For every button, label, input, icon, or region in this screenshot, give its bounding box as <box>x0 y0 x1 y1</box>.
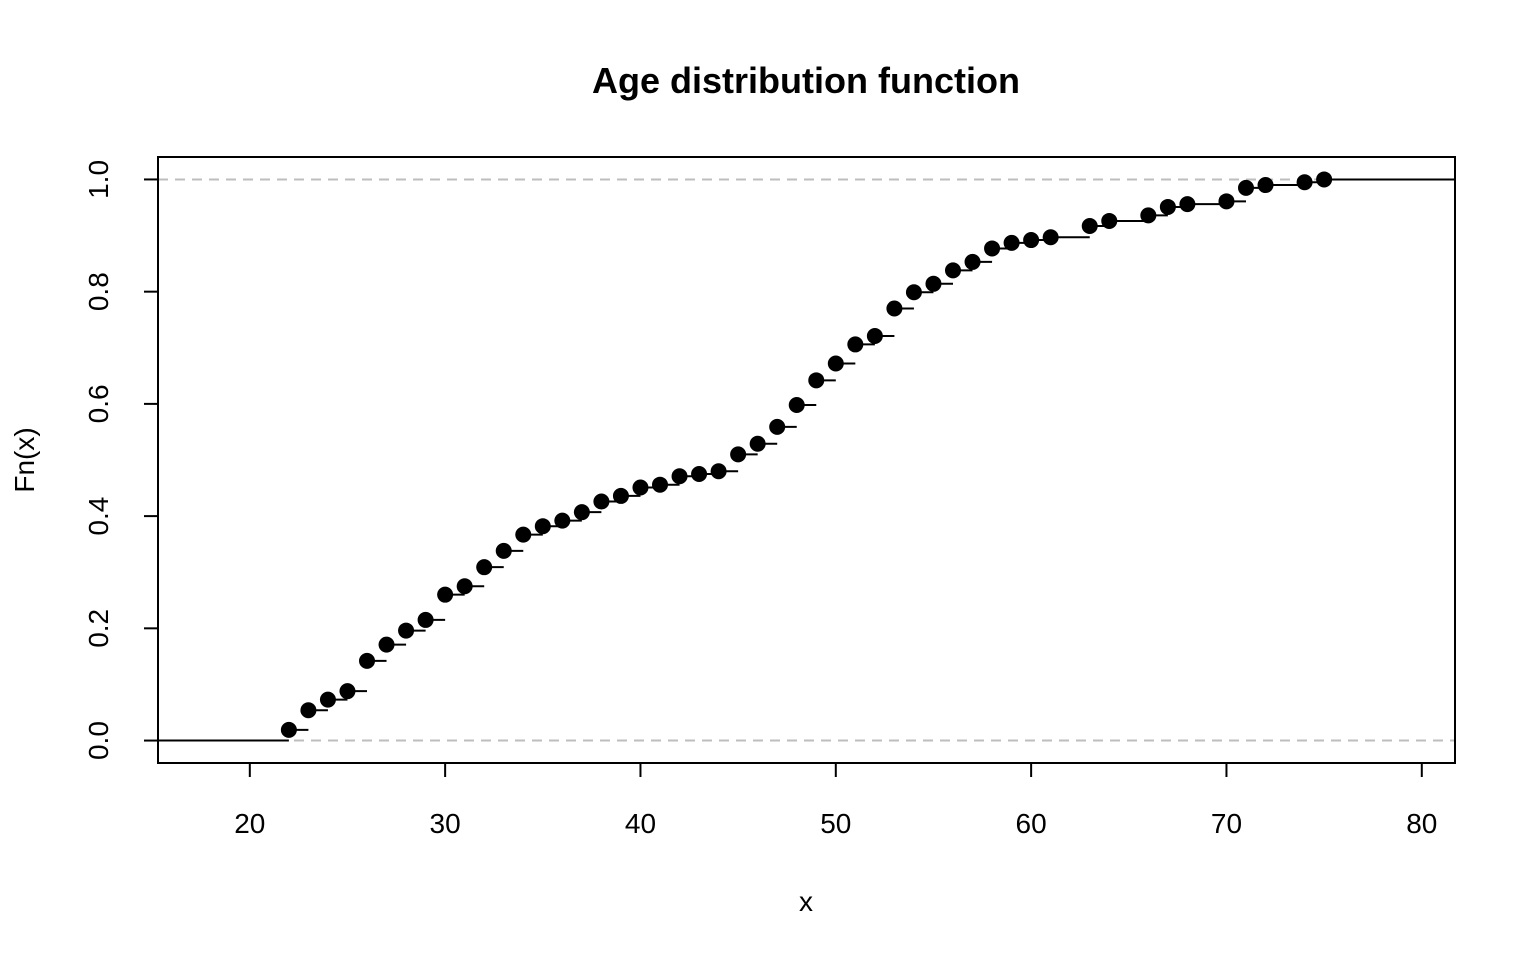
y-tick-label: 0.6 <box>83 384 114 423</box>
data-point <box>671 468 688 485</box>
data-point <box>847 336 864 353</box>
x-tick-label: 20 <box>234 808 265 839</box>
data-point <box>593 493 610 510</box>
x-tick-label: 30 <box>430 808 461 839</box>
y-tick-label: 0.4 <box>83 497 114 536</box>
x-axis-label: x <box>799 886 813 917</box>
y-tick-label: 1.0 <box>83 160 114 199</box>
y-axis-label: Fn(x) <box>9 427 40 492</box>
data-point <box>437 586 454 603</box>
step-lines <box>158 178 1455 742</box>
data-point <box>866 327 883 344</box>
x-tick-label: 50 <box>820 808 851 839</box>
y-tick-label: 0.2 <box>83 609 114 648</box>
x-tick-label: 60 <box>1016 808 1047 839</box>
data-point <box>944 262 961 279</box>
data-point <box>515 526 532 543</box>
data-point <box>1179 196 1196 213</box>
data-point <box>769 418 786 435</box>
x-tick-label: 80 <box>1406 808 1437 839</box>
data-point <box>691 466 708 483</box>
data-point <box>456 578 473 595</box>
data-point <box>1101 212 1118 229</box>
data-point <box>788 397 805 414</box>
data-points <box>280 171 1333 738</box>
data-point <box>652 476 669 493</box>
data-point <box>300 702 317 719</box>
x-axis: 20 30 40 50 60 70 80 <box>234 763 1437 839</box>
data-point <box>827 355 844 372</box>
data-point <box>905 284 922 301</box>
data-point <box>808 372 825 389</box>
data-point <box>319 691 336 708</box>
data-point <box>925 275 942 292</box>
x-tick-label: 70 <box>1211 808 1242 839</box>
data-point <box>632 479 649 496</box>
data-point <box>339 683 356 700</box>
data-point <box>1159 198 1176 215</box>
data-point <box>1042 229 1059 246</box>
data-point <box>1316 171 1333 188</box>
data-point <box>573 504 590 521</box>
data-point <box>378 636 395 653</box>
data-point <box>886 300 903 317</box>
reference-lines <box>158 178 1455 742</box>
data-point <box>1081 218 1098 235</box>
y-tick-label: 0.8 <box>83 272 114 311</box>
data-point <box>1140 207 1157 224</box>
x-tick-label: 40 <box>625 808 656 839</box>
data-point <box>1296 174 1313 191</box>
data-point <box>1237 179 1254 196</box>
data-point <box>495 542 512 559</box>
data-point <box>612 487 629 504</box>
data-point <box>749 435 766 452</box>
data-point <box>359 652 376 669</box>
data-point <box>1257 177 1274 194</box>
data-point <box>1218 193 1235 210</box>
data-point <box>554 512 571 529</box>
data-point <box>417 611 434 628</box>
data-point <box>476 559 493 576</box>
data-point <box>1023 232 1040 249</box>
data-point <box>280 721 297 738</box>
y-axis: 0.0 0.2 0.4 0.6 0.8 1.0 <box>83 160 158 760</box>
data-point <box>984 240 1001 257</box>
chart-title: Age distribution function <box>592 60 1020 101</box>
data-point <box>534 518 551 535</box>
data-point <box>710 463 727 480</box>
plot-frame <box>157 156 1456 764</box>
data-point <box>730 446 747 463</box>
data-point <box>964 253 981 270</box>
data-point <box>1003 234 1020 251</box>
y-tick-label: 0.0 <box>83 721 114 760</box>
data-point <box>398 622 415 639</box>
